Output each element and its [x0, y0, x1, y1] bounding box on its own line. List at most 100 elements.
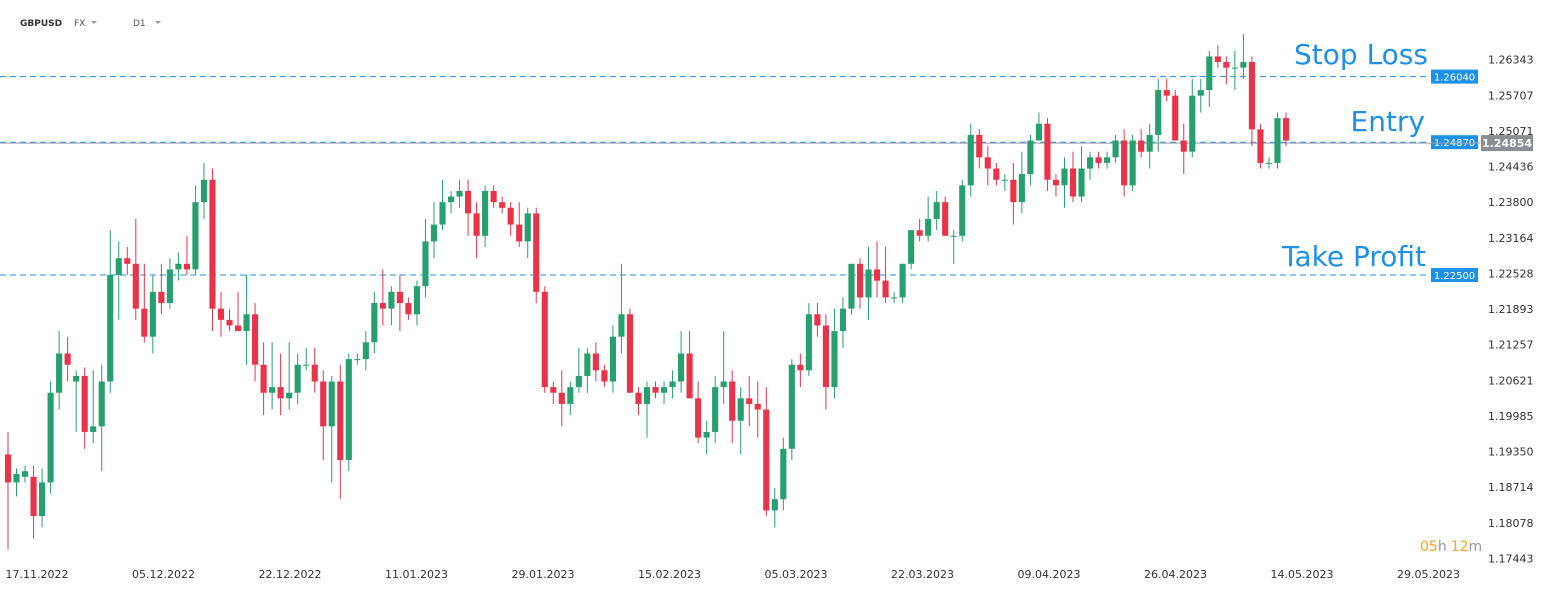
candle[interactable] [1112, 134, 1119, 163]
candle[interactable] [473, 202, 480, 259]
candle[interactable] [260, 342, 267, 416]
candle[interactable] [942, 196, 949, 236]
candle[interactable] [1214, 45, 1221, 68]
candle[interactable] [226, 308, 233, 332]
candle[interactable] [499, 196, 506, 214]
candle[interactable] [73, 370, 80, 432]
candle[interactable] [371, 291, 378, 354]
candle[interactable] [354, 353, 361, 365]
candle[interactable] [286, 342, 293, 410]
candle[interactable] [337, 364, 344, 500]
candle[interactable] [848, 263, 855, 315]
candle[interactable] [1069, 151, 1077, 203]
candle[interactable] [729, 370, 736, 444]
candle[interactable] [925, 196, 932, 242]
candle[interactable] [771, 488, 778, 528]
candle[interactable] [1095, 151, 1102, 169]
candle[interactable] [1138, 129, 1145, 158]
candle[interactable] [1018, 151, 1025, 214]
candle[interactable] [822, 314, 829, 410]
candle[interactable] [891, 291, 898, 304]
candle[interactable] [533, 207, 540, 304]
candle[interactable] [39, 468, 46, 528]
candle[interactable] [81, 367, 88, 449]
candle[interactable] [56, 331, 63, 410]
candle[interactable] [47, 381, 54, 494]
candle[interactable] [320, 370, 327, 460]
candle[interactable] [916, 218, 923, 242]
candle[interactable] [175, 252, 182, 281]
candle[interactable] [1155, 78, 1162, 152]
level-price-tag[interactable] [1431, 268, 1478, 283]
candle[interactable] [64, 336, 71, 382]
symbol-label[interactable]: GBPUSD [20, 19, 62, 29]
candle[interactable] [141, 263, 148, 343]
candle[interactable] [388, 286, 395, 326]
candle[interactable] [686, 331, 693, 399]
candle[interactable] [422, 218, 429, 298]
candle[interactable] [413, 280, 421, 326]
candle[interactable] [967, 123, 974, 197]
candle[interactable] [737, 387, 744, 455]
candle[interactable] [252, 303, 259, 382]
candle[interactable] [1035, 112, 1042, 141]
level-price-tag[interactable] [1431, 69, 1478, 84]
candle[interactable] [311, 347, 318, 393]
candle[interactable] [456, 179, 463, 208]
candle[interactable] [1061, 157, 1068, 208]
candle[interactable] [1274, 112, 1281, 169]
candle[interactable] [396, 275, 403, 332]
candle[interactable] [763, 387, 770, 517]
candle[interactable] [1010, 162, 1017, 225]
candle[interactable] [124, 247, 131, 276]
candle[interactable] [1265, 157, 1273, 169]
candle[interactable] [984, 146, 991, 186]
candle[interactable] [1001, 174, 1008, 191]
candle[interactable] [959, 179, 966, 242]
candle[interactable] [950, 230, 957, 264]
timeframe-label[interactable]: D1 [133, 19, 146, 29]
candle[interactable] [345, 353, 352, 472]
candle[interactable] [490, 185, 497, 208]
candle[interactable] [780, 437, 787, 511]
market-dropdown-icon[interactable] [91, 21, 97, 24]
candle[interactable] [601, 364, 608, 388]
candle[interactable] [873, 241, 881, 298]
candle[interactable] [132, 218, 139, 320]
candle[interactable] [115, 241, 122, 320]
candle[interactable] [30, 465, 37, 539]
candle[interactable] [507, 202, 514, 236]
candle[interactable] [839, 297, 847, 348]
candle[interactable] [1206, 50, 1213, 107]
candle[interactable] [439, 179, 446, 231]
candle[interactable] [269, 342, 276, 410]
candle[interactable] [976, 129, 983, 169]
candle[interactable] [703, 420, 710, 455]
candle[interactable] [1240, 34, 1247, 79]
candle[interactable] [831, 308, 838, 399]
candle[interactable] [1146, 123, 1153, 169]
candle[interactable] [1282, 112, 1290, 147]
candle[interactable] [584, 347, 591, 393]
candle[interactable] [1223, 56, 1230, 85]
candle[interactable] [21, 465, 29, 483]
candle[interactable] [217, 291, 225, 337]
candle[interactable] [618, 263, 625, 354]
candle[interactable] [626, 308, 634, 393]
candle[interactable] [1121, 129, 1128, 197]
candle[interactable] [541, 286, 548, 393]
candle[interactable] [524, 207, 531, 259]
candle[interactable] [1129, 134, 1136, 191]
candle[interactable] [13, 468, 20, 497]
candle[interactable] [447, 190, 455, 214]
candle[interactable] [882, 247, 889, 304]
candle[interactable] [243, 275, 250, 365]
candle[interactable] [1027, 134, 1034, 186]
candle[interactable] [166, 258, 173, 309]
candle[interactable] [635, 387, 642, 416]
candle[interactable] [1104, 151, 1111, 169]
candle[interactable] [1180, 123, 1187, 175]
candle[interactable] [158, 263, 165, 315]
candle[interactable] [362, 331, 369, 371]
